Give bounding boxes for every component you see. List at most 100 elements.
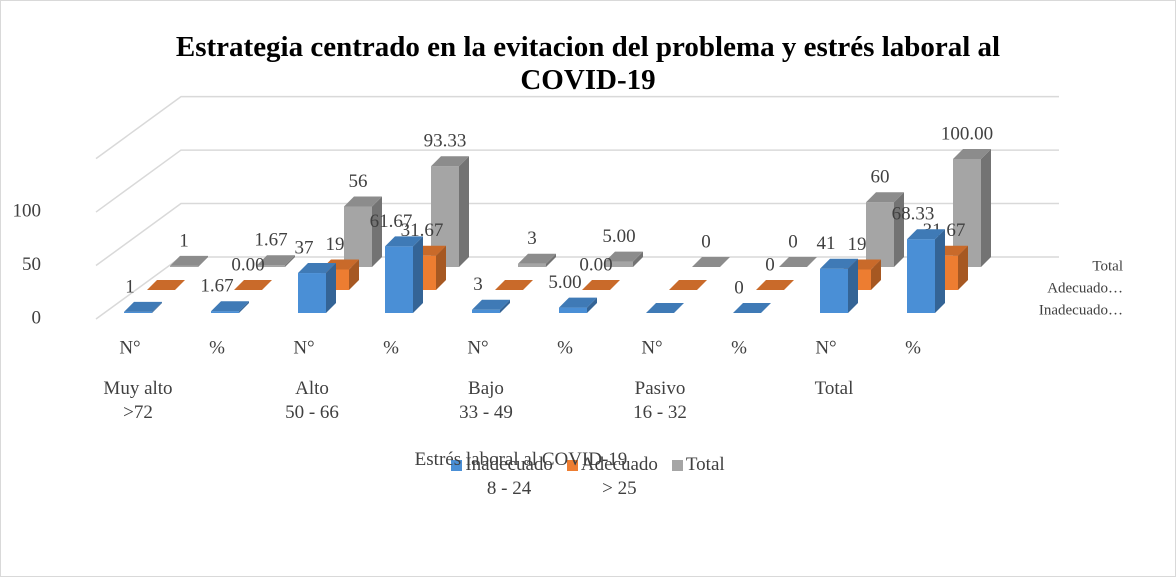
bar-side [848, 258, 858, 313]
data-label: 56 [349, 171, 368, 192]
bar [147, 280, 185, 290]
data-label: 0.00 [579, 254, 612, 275]
bar [298, 263, 336, 313]
x-tick-label: % [731, 337, 747, 358]
data-label: 0 [734, 277, 744, 298]
legend-swatch [451, 460, 463, 471]
depth-label: Total [1092, 258, 1123, 274]
data-label: 0 [765, 254, 775, 275]
x-tick-label: N° [815, 337, 836, 358]
bar-top [582, 280, 620, 290]
bar [756, 280, 794, 290]
bar [472, 299, 510, 313]
bar-top [907, 229, 945, 240]
bar-side [152, 301, 162, 313]
bar-top [669, 280, 707, 290]
bar-front [124, 311, 152, 313]
y-tick-label: 50 [22, 254, 41, 275]
y-tick-label: 0 [32, 307, 42, 328]
bar-top [756, 280, 794, 290]
bar-top [147, 280, 185, 290]
bar [495, 280, 533, 290]
legend-item: Adecuado > 25 [566, 453, 658, 501]
bar [559, 297, 597, 313]
bar-side [981, 149, 991, 267]
bar-top [559, 297, 597, 308]
data-label: 19 [848, 234, 867, 255]
bar [605, 251, 643, 267]
bar [692, 257, 730, 267]
group-label: Bajo 33 - 49 [459, 378, 513, 423]
data-label: 1.67 [254, 230, 287, 251]
bar-side [894, 192, 904, 267]
x-tick-label: % [557, 337, 573, 358]
group-label: Total [814, 378, 854, 399]
bar-top [779, 257, 817, 267]
bar-side [500, 299, 510, 313]
bar [170, 255, 208, 267]
bar [234, 280, 272, 290]
bar-side [285, 255, 295, 267]
bar-front [907, 239, 935, 313]
data-label: 100.00 [941, 123, 993, 144]
data-label: 1 [179, 230, 189, 251]
bar-side [546, 253, 556, 267]
x-tick-label: N° [293, 337, 314, 358]
bar-top [820, 258, 858, 269]
data-label: 37 [295, 237, 314, 258]
data-label: 1.67 [200, 276, 233, 297]
x-tick-label: N° [119, 337, 140, 358]
bar [211, 301, 249, 313]
bar-top [646, 303, 684, 313]
bar-front [605, 261, 633, 267]
bar [518, 253, 556, 267]
grid-line [95, 202, 1059, 267]
bar-side [958, 245, 968, 290]
legend-swatch [671, 460, 683, 471]
bar-front [257, 265, 285, 267]
bar [820, 258, 858, 313]
bar-top [692, 257, 730, 267]
bar-front [298, 273, 326, 313]
bar-side [372, 196, 382, 267]
bar [582, 280, 620, 290]
legend-label: Total [685, 454, 725, 475]
bar-top [344, 196, 382, 207]
bar-side [935, 229, 945, 313]
bar-front [211, 311, 239, 313]
x-tick-label: % [905, 337, 921, 358]
data-label: 19 [326, 234, 345, 255]
bar-top [211, 301, 249, 312]
bar [779, 257, 817, 267]
data-label: 61.67 [370, 211, 413, 232]
bar-side [198, 255, 208, 267]
wall-edge [95, 95, 1059, 160]
bar [907, 229, 945, 313]
bar-front [385, 246, 413, 313]
bar-top [257, 255, 295, 266]
bar-top [953, 149, 991, 159]
data-label: 0 [701, 231, 711, 252]
data-label: 5.00 [602, 226, 635, 247]
bar-front [518, 263, 546, 267]
bar [385, 236, 423, 313]
bar-front [472, 309, 500, 313]
bar [866, 192, 904, 267]
bar-top [518, 253, 556, 264]
data-label: 1 [125, 276, 135, 297]
bar-top [170, 255, 208, 266]
bar-side [326, 263, 336, 313]
data-label: 3 [527, 228, 537, 249]
bar-side [413, 236, 423, 313]
data-label: 68.33 [892, 204, 935, 225]
data-label: 5.00 [548, 272, 581, 293]
bar-top [605, 251, 643, 262]
bar-top [431, 156, 469, 167]
x-axis-title: Estrés laboral al COVID-19 [414, 449, 628, 470]
bar-top [733, 303, 771, 313]
x-tick-label: N° [467, 337, 488, 358]
bar-front [559, 307, 587, 313]
bar-top [472, 299, 510, 310]
